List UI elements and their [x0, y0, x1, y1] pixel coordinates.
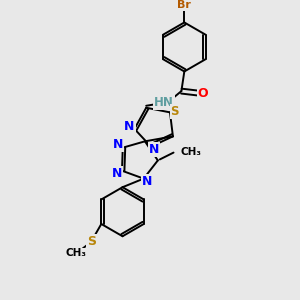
Text: S: S	[171, 105, 179, 118]
Text: N: N	[113, 138, 123, 151]
Text: CH₃: CH₃	[180, 147, 201, 157]
Text: O: O	[198, 87, 208, 100]
Text: CH₃: CH₃	[65, 248, 86, 258]
Text: N: N	[142, 175, 153, 188]
Text: S: S	[87, 235, 96, 248]
Text: N: N	[149, 143, 159, 156]
Text: N: N	[124, 121, 135, 134]
Text: Br: Br	[177, 0, 191, 10]
Text: N: N	[112, 167, 122, 180]
Text: HN: HN	[154, 96, 174, 110]
